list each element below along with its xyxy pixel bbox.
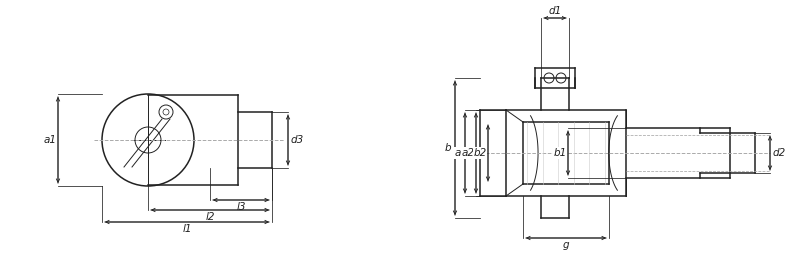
Text: g: g — [562, 240, 570, 250]
Text: a: a — [455, 148, 461, 158]
Text: l3: l3 — [236, 202, 246, 212]
Text: l2: l2 — [206, 212, 214, 222]
Text: b: b — [445, 143, 451, 153]
Text: a1: a1 — [43, 135, 57, 145]
Text: b1: b1 — [554, 148, 566, 158]
Text: b2: b2 — [474, 148, 486, 158]
Text: d1: d1 — [548, 6, 562, 16]
Text: a2: a2 — [462, 148, 474, 158]
Text: d3: d3 — [290, 135, 304, 145]
Text: l1: l1 — [182, 224, 192, 234]
Text: d2: d2 — [772, 148, 786, 158]
